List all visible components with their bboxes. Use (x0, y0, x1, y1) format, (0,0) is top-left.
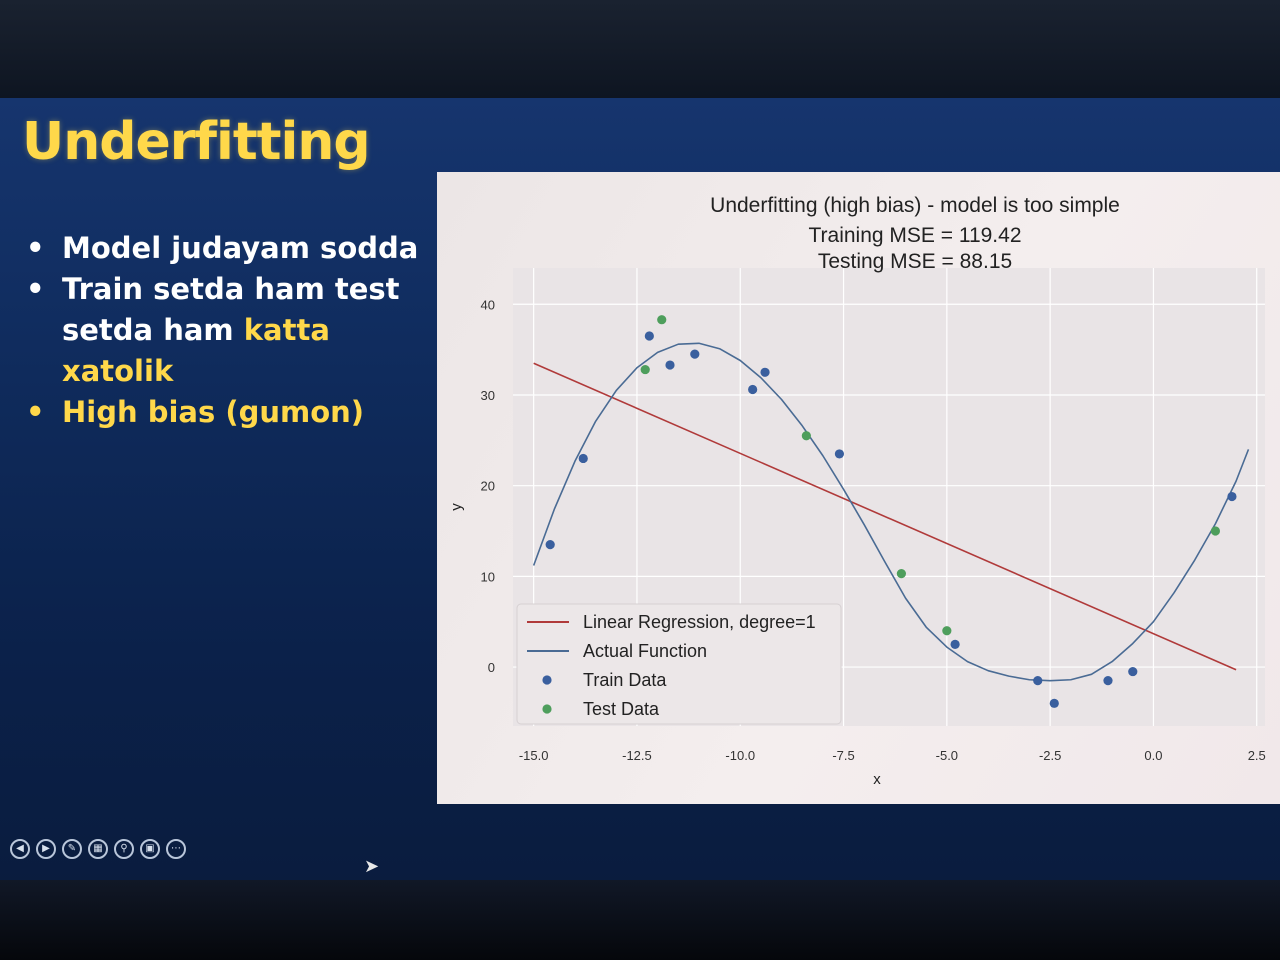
y-tick-label: 20 (481, 479, 495, 494)
mouse-cursor-icon: ➤ (364, 856, 380, 876)
bullet-item: Train setda ham test setda ham katta xat… (26, 269, 426, 392)
data-point (1049, 698, 1059, 708)
data-point (1210, 526, 1221, 536)
legend-label: Linear Regression, degree=1 (583, 612, 816, 632)
data-point (1128, 666, 1138, 677)
bullet-text: High bias (gumon) (62, 395, 365, 429)
legend-swatch-marker (542, 704, 552, 714)
monitor-bottom-bezel (0, 880, 1280, 960)
data-point (657, 315, 667, 325)
data-point (942, 626, 952, 636)
zoom-icon[interactable]: ⚲ (114, 839, 134, 859)
legend-label: Actual Function (583, 641, 707, 661)
chart-subtitle: Training MSE = 119.42 (808, 224, 1021, 247)
data-point (690, 349, 700, 359)
slide-title: Underfitting (22, 112, 371, 172)
y-tick-label: 40 (481, 297, 495, 312)
x-tick-label: -10.0 (725, 748, 755, 763)
more-icon[interactable]: ⋯ (166, 839, 186, 859)
data-point (640, 364, 650, 375)
bullet-item: High bias (gumon) (26, 392, 426, 433)
prev-icon[interactable]: ◀ (10, 839, 30, 859)
data-point (760, 367, 770, 377)
x-tick-label: -7.5 (832, 748, 854, 763)
legend-box (516, 603, 842, 725)
slides-icon[interactable]: ▦ (88, 839, 108, 859)
x-tick-label: -5.0 (936, 748, 958, 763)
bullet-list: Model judayam sodda Train setda ham test… (26, 228, 426, 433)
bullet-text: Train setda ham test setda ham (62, 272, 400, 347)
y-tick-label: 10 (481, 569, 495, 584)
data-point (578, 453, 588, 464)
chart-subtitle: Testing MSE = 88.15 (818, 250, 1012, 273)
pen-icon[interactable]: ✎ (62, 839, 82, 859)
data-point (545, 540, 555, 550)
x-tick-label: -2.5 (1039, 748, 1061, 763)
legend-label: Train Data (583, 670, 667, 690)
chart-panel: -15.0 -12.5 -10.0 -7.5 -5.0 -2.5 0.0 2.5 0 10 20 30… (437, 172, 1280, 804)
bullet-highlight: katta xatolik (62, 313, 330, 388)
monitor-top-bezel (0, 0, 1280, 105)
bullet-text: Model judayam sodda (62, 231, 419, 265)
x-tick-label: -12.5 (622, 748, 652, 763)
series-line (533, 362, 1237, 671)
data-point (748, 384, 758, 395)
chart-title: Underfitting (high bias) - model is too … (710, 194, 1120, 217)
slideshow-controls: ◀ ▶ ✎ ▦ ⚲ ▣ ⋯ (10, 839, 186, 861)
x-tick-label: 2.5 (1248, 748, 1266, 763)
data-point (665, 360, 675, 370)
bullet-item: Model judayam sodda (26, 228, 426, 269)
data-point (1227, 491, 1237, 502)
y-tick-label: 30 (481, 388, 495, 403)
next-icon[interactable]: ▶ (36, 839, 56, 859)
screen-icon[interactable]: ▣ (140, 839, 160, 859)
series-line (532, 342, 1250, 682)
data-point (1033, 676, 1043, 686)
x-tick-label: 0.0 (1144, 748, 1162, 763)
data-point (834, 449, 845, 459)
data-point (896, 569, 906, 579)
data-point (644, 331, 654, 341)
data-point (801, 431, 811, 441)
data-point (950, 639, 960, 649)
chart-svg: -15.0 -12.5 -10.0 -7.5 -5.0 -2.5 0.0 2.5 0 10 20 30… (448, 194, 1266, 788)
legend-label: Test Data (583, 699, 660, 719)
x-tick-label: -15.0 (519, 748, 549, 763)
data-point (1103, 676, 1113, 686)
y-tick-label: 0 (488, 660, 495, 675)
x-axis-label: x (873, 771, 881, 788)
y-axis-label: y (448, 503, 465, 511)
legend-swatch-marker (542, 675, 552, 685)
